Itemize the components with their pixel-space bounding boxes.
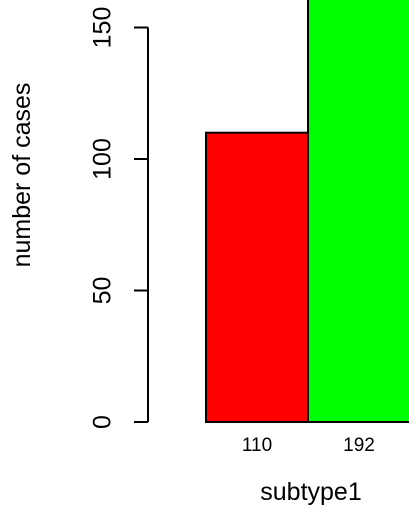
- y-tick-label-150: 150: [89, 7, 117, 49]
- x-tick-label-192: 192: [343, 435, 375, 456]
- y-tick-label-100: 100: [89, 138, 117, 180]
- x-tick-labels: 110 192: [242, 435, 375, 456]
- y-tick-label-0: 0: [89, 415, 117, 429]
- bar-110: [205, 131, 309, 423]
- y-axis-label: number of cases: [8, 83, 36, 268]
- bars-group: [205, 0, 409, 423]
- bar-192: [307, 0, 409, 423]
- x-axis-label: subtype1: [260, 478, 361, 506]
- y-tick-label-50: 50: [89, 277, 117, 305]
- y-axis: 0 50 100 150: [89, 7, 149, 429]
- x-tick-label-110: 110: [242, 435, 272, 456]
